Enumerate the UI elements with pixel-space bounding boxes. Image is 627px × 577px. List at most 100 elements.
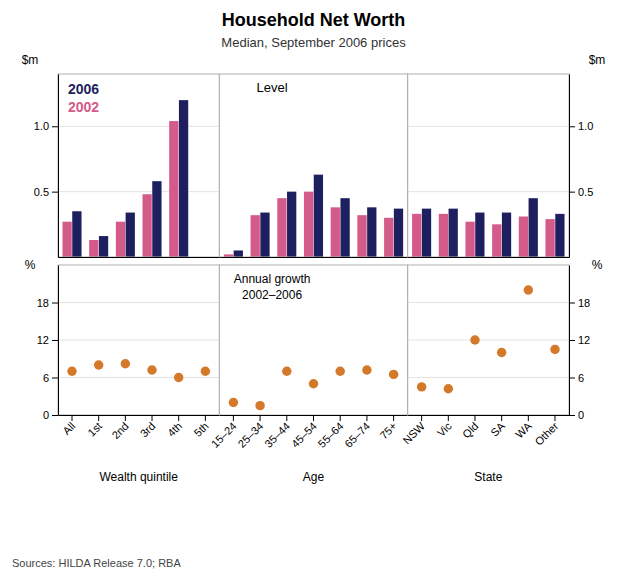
y-tick-mark bbox=[569, 303, 575, 304]
grid-line bbox=[58, 191, 219, 192]
bar bbox=[62, 222, 71, 257]
x-tick: 1st bbox=[85, 415, 104, 439]
y-tick-mark bbox=[569, 378, 575, 379]
y-tick: 12 bbox=[37, 334, 58, 346]
x-tick: Vic bbox=[435, 415, 455, 439]
x-tick-label: 55–64 bbox=[316, 420, 346, 450]
grid-line bbox=[58, 377, 219, 378]
y-tick: 1.0 bbox=[34, 120, 58, 132]
marks bbox=[224, 175, 403, 257]
bar bbox=[234, 250, 243, 257]
y-tick-mark bbox=[52, 415, 58, 416]
dot bbox=[201, 367, 210, 376]
x-tick-label: NSW bbox=[400, 419, 427, 446]
x-tick-mark bbox=[125, 415, 126, 421]
x-tick: 75+ bbox=[377, 415, 399, 441]
bar bbox=[179, 100, 188, 257]
annotation-line: 2002–2006 bbox=[242, 288, 302, 302]
x-tick-mark bbox=[554, 415, 555, 421]
bar-series bbox=[234, 175, 404, 257]
bar bbox=[357, 215, 366, 257]
x-tick: 15–24 bbox=[209, 415, 239, 450]
bar bbox=[555, 214, 564, 257]
x-axis-line bbox=[59, 257, 220, 258]
grid-line bbox=[58, 340, 219, 341]
x-tick-mark bbox=[260, 415, 261, 421]
x-tick: 65–74 bbox=[342, 415, 372, 450]
x-tick-label: 65–74 bbox=[342, 420, 372, 450]
bar bbox=[367, 207, 376, 257]
bar-series bbox=[224, 192, 394, 257]
x-tick-label: 5th bbox=[192, 420, 211, 439]
bar bbox=[314, 175, 323, 257]
x-tick: 35–44 bbox=[262, 415, 292, 450]
x-tick-mark bbox=[393, 415, 394, 421]
y-axis-line bbox=[58, 75, 59, 258]
y-tick-mark bbox=[52, 303, 58, 304]
panel: 0.51.0$m20062002 bbox=[22, 53, 220, 258]
x-axis: All1st2nd3rd4th5th bbox=[59, 415, 220, 441]
panel: 061218All1st2nd3rd4th5th%Wealth quintile bbox=[25, 258, 220, 484]
x-tick-label: 35–44 bbox=[262, 420, 292, 450]
grid-line bbox=[408, 302, 569, 303]
y-axis-line bbox=[569, 75, 570, 258]
x-tick: 45–54 bbox=[289, 415, 319, 450]
x-tick: Other bbox=[532, 415, 560, 448]
y-tick: 0.5 bbox=[34, 186, 58, 198]
marks bbox=[417, 285, 560, 393]
dot bbox=[417, 382, 426, 391]
dot bbox=[470, 335, 479, 344]
dot bbox=[497, 348, 506, 357]
dot bbox=[174, 373, 183, 382]
bar bbox=[394, 209, 403, 257]
y-axis: 0.51.0 bbox=[569, 75, 593, 258]
bar bbox=[465, 222, 474, 257]
dot bbox=[550, 345, 559, 354]
bar bbox=[422, 209, 431, 257]
bar-series bbox=[422, 198, 565, 257]
bar bbox=[287, 192, 296, 257]
x-tick: All bbox=[60, 415, 77, 437]
x-tick-mark bbox=[152, 415, 153, 421]
y-tick-label: 12 bbox=[578, 334, 590, 346]
x-tick-label: WA bbox=[513, 419, 534, 440]
y-tick-mark bbox=[569, 340, 575, 341]
x-tick-mark bbox=[205, 415, 206, 421]
x-tick: NSW bbox=[400, 415, 427, 446]
grid-line bbox=[408, 126, 569, 127]
y-tick-label: 0.5 bbox=[34, 186, 49, 198]
bar bbox=[492, 224, 501, 257]
grid bbox=[58, 126, 219, 191]
legend: 20062002 bbox=[68, 81, 99, 115]
dot bbox=[389, 370, 398, 379]
x-tick: SA bbox=[488, 415, 507, 439]
dot bbox=[121, 359, 130, 368]
x-tick: 55–64 bbox=[316, 415, 346, 450]
x-tick-mark bbox=[340, 415, 341, 421]
y-tick-label: 6 bbox=[43, 372, 49, 384]
bar bbox=[502, 213, 511, 257]
x-axis-line bbox=[408, 257, 569, 258]
bar bbox=[143, 194, 152, 257]
y-axis-line bbox=[58, 266, 59, 416]
bar bbox=[545, 219, 554, 257]
y-tick-mark bbox=[569, 415, 575, 416]
x-axis-line bbox=[59, 415, 220, 416]
x-tick-mark bbox=[366, 415, 367, 421]
x-axis-label: State bbox=[474, 470, 502, 484]
plot-frame bbox=[58, 265, 219, 415]
y-tick: 12 bbox=[569, 334, 590, 346]
x-axis bbox=[59, 257, 220, 258]
title: Household Net Worth bbox=[222, 10, 406, 30]
marks bbox=[62, 100, 188, 257]
x-tick-label: All bbox=[60, 420, 77, 437]
y-tick-label: 18 bbox=[578, 297, 590, 309]
bar bbox=[116, 222, 125, 257]
x-tick-mark bbox=[421, 415, 422, 421]
bar bbox=[340, 198, 349, 257]
x-axis bbox=[220, 257, 408, 258]
y-tick-label: 18 bbox=[37, 297, 49, 309]
x-tick-label: Other bbox=[532, 420, 560, 448]
legend-entry: 2006 bbox=[68, 81, 99, 97]
dot bbox=[444, 384, 453, 393]
